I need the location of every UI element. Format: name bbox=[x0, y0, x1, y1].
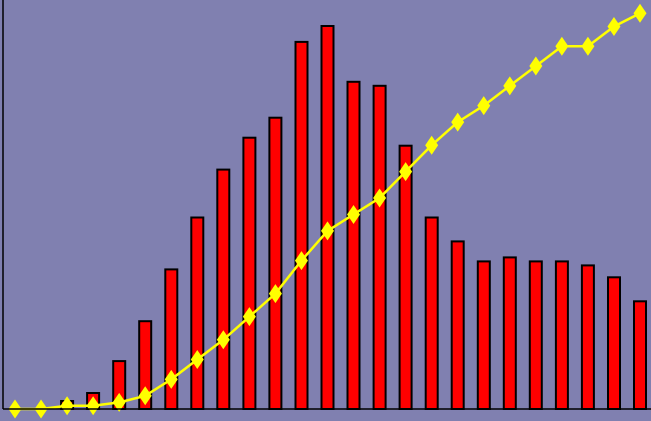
bar-19 bbox=[502, 256, 517, 410]
bar-18 bbox=[476, 260, 491, 410]
line-marker-24 bbox=[633, 3, 647, 23]
line-marker-2 bbox=[60, 396, 74, 416]
line-marker-4 bbox=[112, 392, 126, 412]
line-marker-12 bbox=[321, 221, 334, 241]
line-marker-14 bbox=[373, 188, 387, 208]
bar-23 bbox=[607, 276, 621, 410]
bar-7 bbox=[190, 216, 205, 410]
line-marker-7 bbox=[190, 350, 204, 370]
line-marker-22 bbox=[581, 36, 595, 56]
bar-24 bbox=[633, 300, 647, 410]
line-marker-10 bbox=[268, 284, 282, 304]
bar-13 bbox=[346, 80, 361, 411]
bar-21 bbox=[554, 260, 569, 410]
bar-20 bbox=[528, 260, 543, 410]
bar-11 bbox=[294, 40, 309, 411]
bar-10 bbox=[268, 116, 283, 410]
line-marker-19 bbox=[503, 76, 517, 96]
bar-8 bbox=[216, 168, 231, 410]
line-marker-6 bbox=[164, 369, 178, 389]
line-layer bbox=[8, 3, 647, 419]
line-marker-11 bbox=[294, 251, 308, 271]
line-marker-21 bbox=[555, 36, 569, 56]
line-marker-16 bbox=[425, 135, 439, 155]
line-marker-15 bbox=[399, 162, 413, 182]
line-marker-3 bbox=[86, 396, 100, 416]
bar-9 bbox=[242, 136, 257, 410]
bar-12 bbox=[320, 25, 335, 410]
bar-22 bbox=[580, 264, 595, 410]
bar-15 bbox=[398, 144, 413, 410]
line-marker-20 bbox=[529, 56, 543, 76]
line-marker-8 bbox=[216, 330, 230, 350]
axes-layer bbox=[2, 0, 651, 410]
line-marker-13 bbox=[347, 204, 361, 224]
line-marker-5 bbox=[138, 386, 152, 406]
line-marker-9 bbox=[242, 307, 256, 327]
bars-layer bbox=[60, 25, 647, 411]
line-marker-17 bbox=[451, 112, 465, 132]
bar-14 bbox=[372, 84, 387, 411]
bar-17 bbox=[450, 240, 465, 410]
line-marker-18 bbox=[477, 96, 491, 116]
line-marker-23 bbox=[607, 16, 621, 36]
bar-16 bbox=[424, 216, 439, 410]
